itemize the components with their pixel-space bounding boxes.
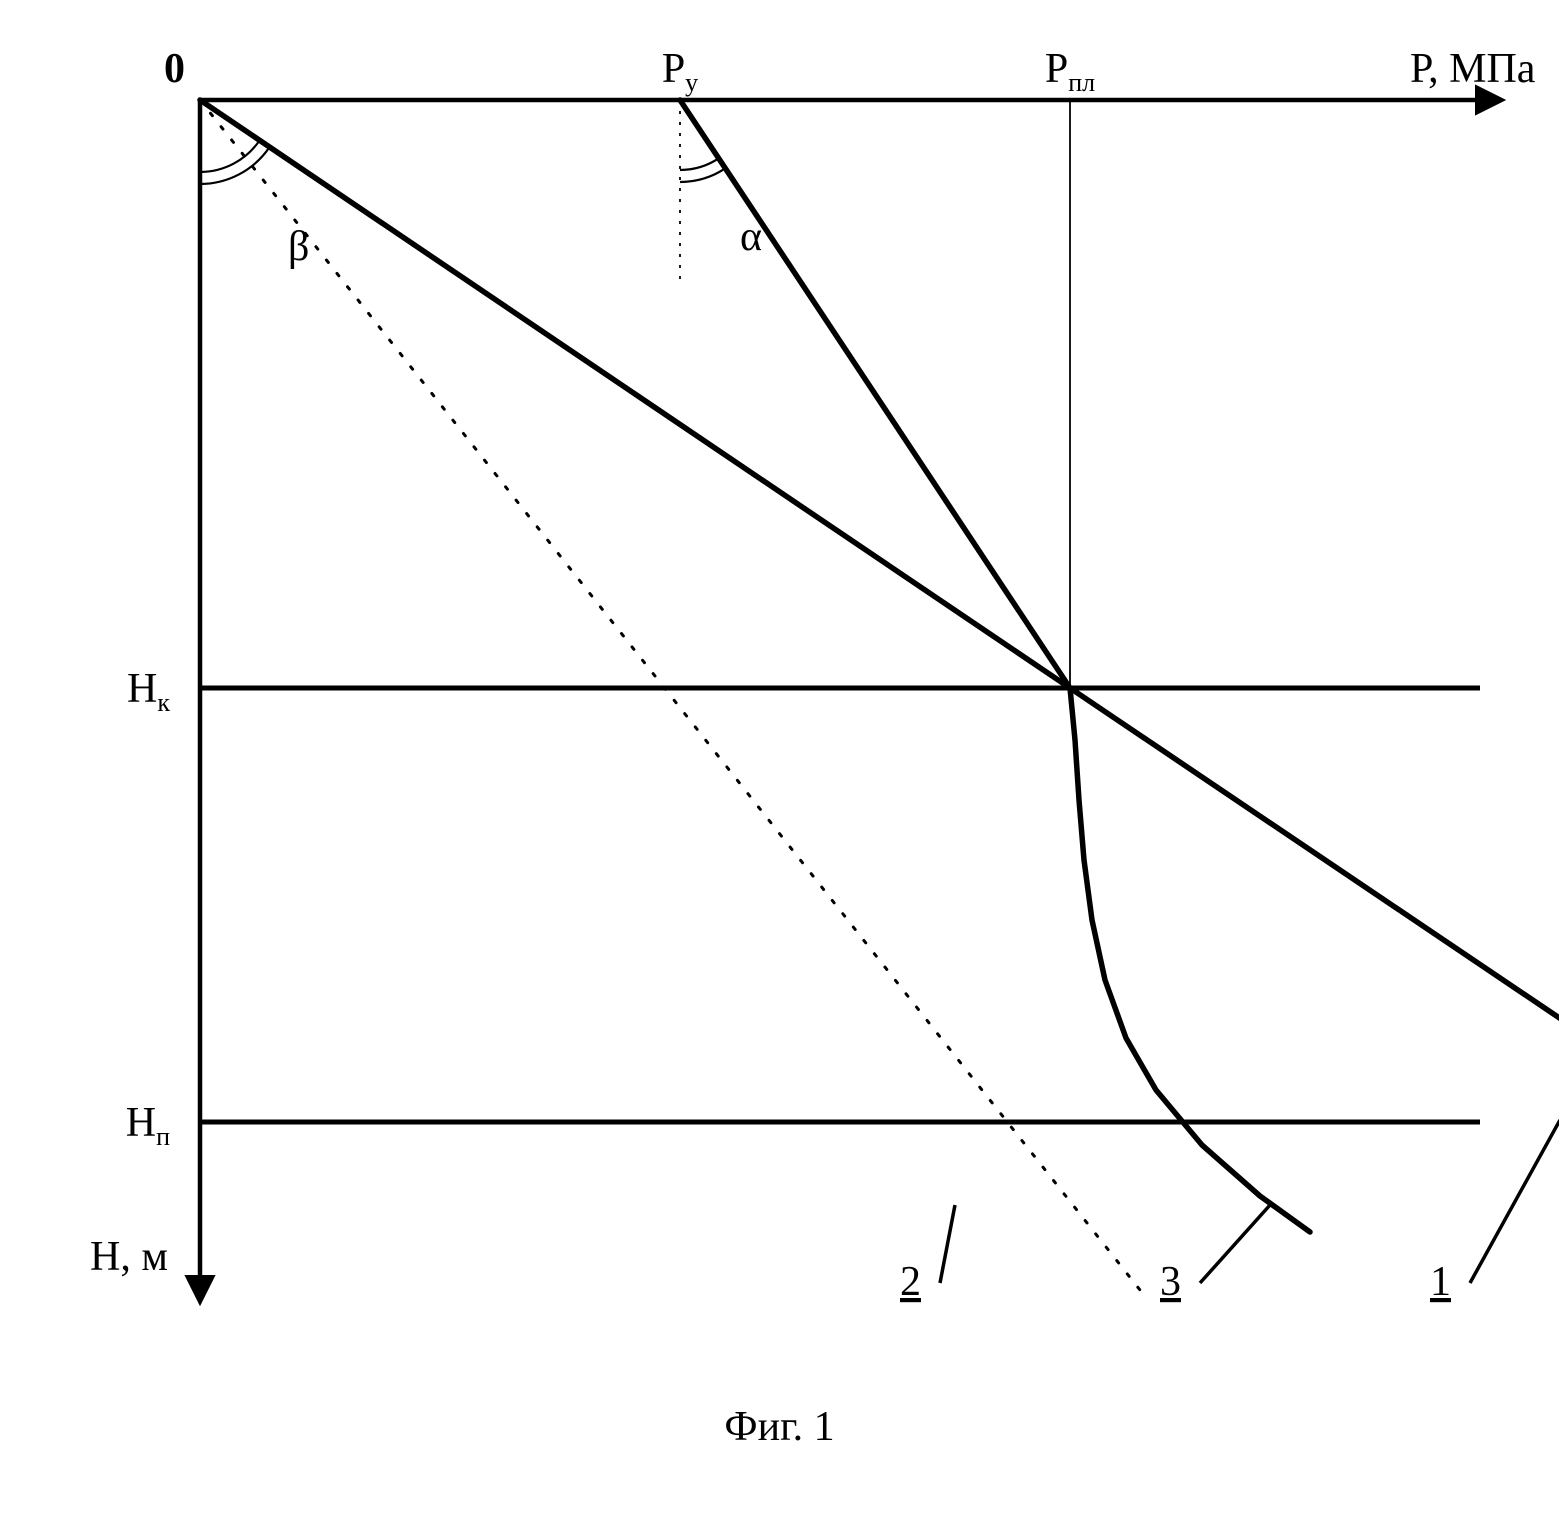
leader-3 [1200,1205,1270,1283]
y-tick-Hp: Нп [126,1100,170,1151]
x-axis-label: Р, МПа [1410,46,1536,92]
angle-alpha-label: α [740,214,762,260]
curve-3 [680,100,1310,1232]
curve-label-1: 1 [1430,1259,1451,1305]
figure-caption: Фиг. 1 [724,1404,834,1450]
curve-label-2: 2 [900,1259,921,1305]
angle-beta-label: β [288,224,309,270]
x-tick-Py: Ру [662,46,698,97]
curve-label-3: 3 [1160,1259,1181,1305]
curve-1 [200,100,1559,1044]
leader-2 [940,1205,955,1283]
pressure-depth-diagram: α β 0 Ру Рпл Нк Нп Р, МПа Н, м 2 3 1 Фиг. 1 [0,0,1559,1535]
y-axis-label: Н, м [90,1234,168,1280]
figure-container: α β 0 Ру Рпл Нк Нп Р, МПа Н, м 2 3 1 Фиг. 1 [0,0,1559,1535]
angle-beta-arc [200,147,270,184]
angle-alpha-arc [680,158,719,170]
y-tick-Hk: Нк [127,666,170,717]
curve-2 [200,100,1140,1290]
leader-1 [1470,1120,1559,1283]
x-tick-Ppl: Рпл [1045,46,1095,97]
origin-label: 0 [164,46,185,92]
